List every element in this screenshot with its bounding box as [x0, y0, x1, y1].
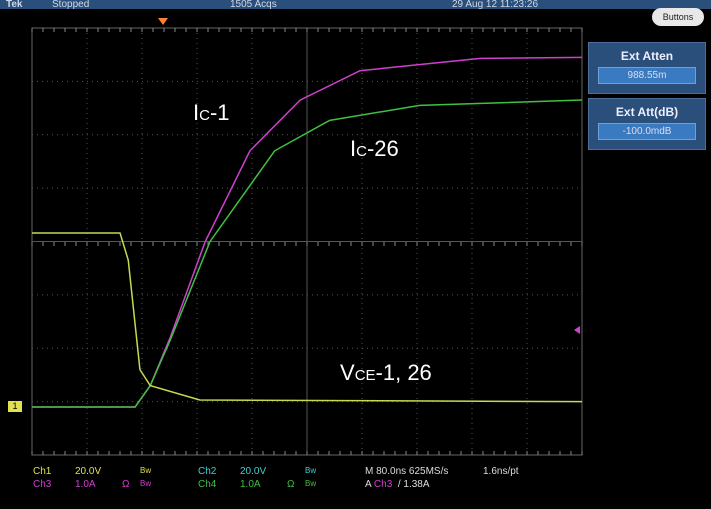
- ch3-termination: Ω: [122, 479, 130, 490]
- ch3-trigger-level-icon: [574, 326, 580, 334]
- trigger-position-icon: [158, 18, 168, 25]
- side-menu: Ext Atten 988.55m Ext Att(dB) -100.0mdB: [582, 40, 711, 155]
- ch1-scale: 20.0V: [75, 466, 102, 477]
- datetime: 29 Aug 12 11:23:26: [452, 0, 539, 10]
- ch3-bw: Bw: [140, 479, 152, 488]
- waveform-series-3: [32, 232, 583, 403]
- ch4-bw: Bw: [305, 479, 317, 488]
- trigger-readout: A Ch3 / 1.38A: [365, 479, 430, 490]
- annotation-vce: VCE-1, 26: [340, 360, 432, 385]
- timebase: M 80.0ns 625MS/s: [365, 466, 449, 477]
- ext-att-db-value[interactable]: -100.0mdB: [598, 123, 696, 140]
- acq-status: Stopped: [52, 0, 90, 10]
- acq-count: 1505 Acqs: [230, 0, 277, 10]
- ch3-name: Ch3: [33, 479, 52, 490]
- ext-att-db-menu[interactable]: Ext Att(dB) -100.0mdB: [588, 98, 706, 150]
- ext-atten-menu[interactable]: Ext Atten 988.55m: [588, 42, 706, 94]
- annotation-ic1: IC-1: [193, 100, 230, 125]
- ch4-termination: Ω: [287, 479, 295, 490]
- status-bar: Tek Stopped 1505 Acqs 29 Aug 12 11:23:26: [0, 0, 711, 10]
- ch1-name: Ch1: [33, 466, 52, 477]
- ch1-bw: Bw: [140, 466, 152, 475]
- ch4-scale: 1.0A: [240, 479, 261, 490]
- ext-atten-value[interactable]: 988.55m: [598, 67, 696, 84]
- ch2-bw: Bw: [305, 466, 317, 475]
- ch2-name: Ch2: [198, 466, 217, 477]
- ch2-scale: 20.0V: [240, 466, 267, 477]
- ch1-ground-marker[interactable]: 1: [8, 401, 22, 412]
- menu-title: Ext Att(dB): [615, 105, 679, 119]
- waveform-series-2: [32, 99, 583, 408]
- resolution: 1.6ns/pt: [483, 466, 519, 477]
- ch4-name: Ch4: [198, 479, 217, 490]
- brand: Tek: [6, 0, 23, 10]
- buttons-button[interactable]: Buttons: [652, 8, 704, 26]
- menu-title: Ext Atten: [620, 49, 674, 63]
- ch3-scale: 1.0A: [75, 479, 96, 490]
- annotation-ic26: IC-26: [350, 136, 399, 161]
